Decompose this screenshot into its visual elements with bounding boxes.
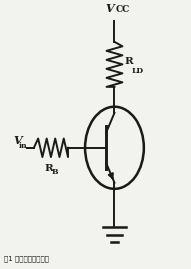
Text: LD: LD	[132, 67, 144, 75]
Text: in: in	[18, 142, 27, 150]
Text: R: R	[45, 164, 53, 173]
Text: V: V	[13, 136, 22, 146]
Text: V: V	[106, 3, 114, 14]
Text: R: R	[125, 57, 134, 66]
Text: 图1 基本的三极管开关: 图1 基本的三极管开关	[4, 255, 49, 262]
Text: CC: CC	[115, 5, 130, 14]
Text: B: B	[52, 168, 58, 176]
